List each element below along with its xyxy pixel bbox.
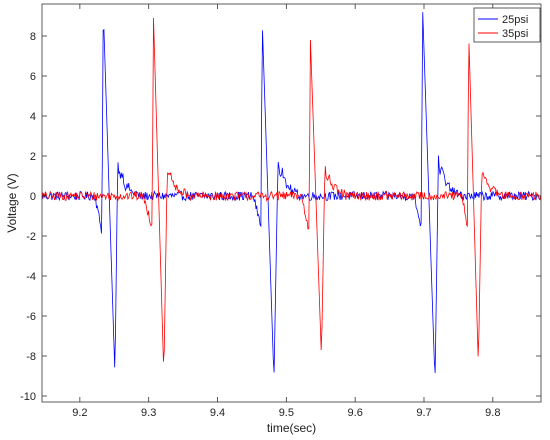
- y-tick-label: 6: [30, 71, 36, 83]
- y-tick-label: -8: [26, 351, 36, 363]
- y-tick-label: -6: [26, 311, 36, 323]
- legend: 25psi 35psi: [473, 7, 541, 43]
- y-tick-label: -10: [20, 391, 36, 403]
- series-line-35psi: [42, 17, 541, 362]
- y-tick-label: -4: [26, 271, 36, 283]
- axes: 9.2 9.3 9.4 9.5 9.6 9.7 9.8 -10 -8 -6 -4 -2 0 2 4 6 8: [20, 3, 542, 419]
- legend-entry-35psi: 35psi: [502, 28, 528, 40]
- x-tick-label: 9.8: [485, 407, 500, 419]
- x-tick-label: 9.7: [416, 407, 431, 419]
- y-tick-label: 2: [30, 151, 36, 163]
- x-tick-label: 9.5: [279, 407, 294, 419]
- x-tick-label: 9.6: [348, 407, 363, 419]
- x-tick-label: 9.4: [210, 407, 225, 419]
- plot-area: [42, 12, 541, 373]
- x-tick-label: 9.3: [141, 407, 156, 419]
- legend-box: [473, 7, 541, 43]
- series-line-25psi: [42, 12, 541, 373]
- y-tick-label: 8: [30, 31, 36, 43]
- y-tick-label: 4: [30, 111, 36, 123]
- y-tick-label: 0: [30, 191, 36, 203]
- x-axis-label: time(sec): [267, 421, 316, 435]
- x-tick-label: 9.2: [72, 407, 87, 419]
- y-axis-label: Voltage (V): [5, 173, 19, 232]
- plot-frame: [41, 3, 542, 403]
- y-tick-label: -2: [26, 231, 36, 243]
- legend-entry-25psi: 25psi: [502, 14, 528, 26]
